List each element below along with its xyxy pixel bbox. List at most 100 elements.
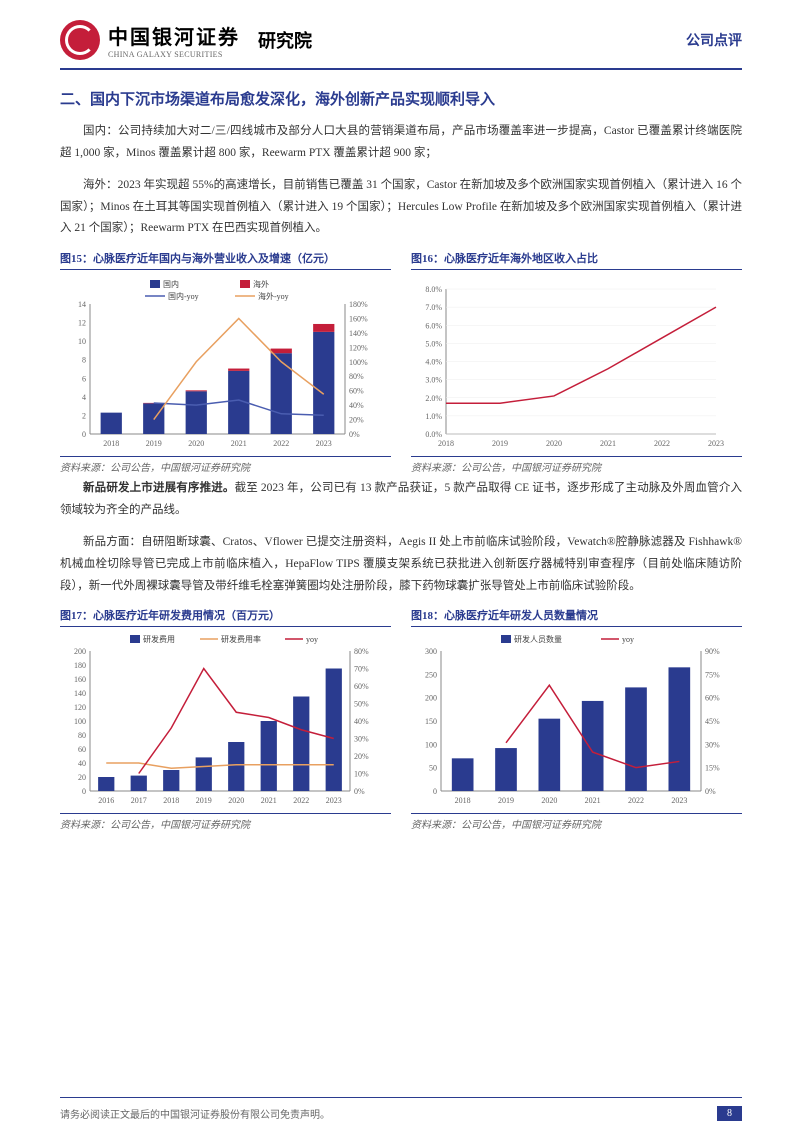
disclaimer-text: 请务必阅读正文最后的中国银河证券股份有限公司免责声明。 — [60, 1106, 330, 1121]
charts-row-1: 图15：心脉医疗近年国内与海外营业收入及增速（亿元） 国内海外国内-yoy海外-… — [60, 250, 742, 474]
svg-text:0: 0 — [433, 787, 437, 796]
svg-text:0.0%: 0.0% — [425, 430, 442, 439]
svg-text:0: 0 — [82, 430, 86, 439]
svg-text:海外: 海外 — [253, 279, 269, 289]
svg-text:5.0%: 5.0% — [425, 340, 442, 349]
svg-text:0%: 0% — [354, 787, 365, 796]
svg-text:14: 14 — [78, 300, 86, 309]
svg-text:2: 2 — [82, 412, 86, 421]
svg-text:2018: 2018 — [438, 439, 454, 448]
chart-18-svg: 研发人员数量yoy0501001502002503000%15%30%45%60… — [411, 631, 731, 811]
svg-text:研发人员数量: 研发人员数量 — [514, 634, 562, 644]
charts-row-2: 图17：心脉医疗近年研发费用情况（百万元） 研发费用研发费用率yoy020406… — [60, 607, 742, 831]
svg-text:2019: 2019 — [498, 796, 514, 805]
svg-text:80%: 80% — [349, 372, 364, 381]
chart-15-source: 资料来源：公司公告，中国银河证券研究院 — [60, 456, 391, 474]
svg-text:3.0%: 3.0% — [425, 376, 442, 385]
svg-text:2020: 2020 — [188, 439, 204, 448]
svg-text:40%: 40% — [354, 717, 369, 726]
svg-text:2018: 2018 — [103, 439, 119, 448]
svg-text:0: 0 — [82, 787, 86, 796]
svg-text:10: 10 — [78, 337, 86, 346]
svg-text:140: 140 — [74, 689, 86, 698]
svg-text:10%: 10% — [354, 770, 369, 779]
svg-text:0%: 0% — [349, 430, 360, 439]
section-title: 二、国内下沉市场渠道布局愈发深化，海外创新产品实现顺利导入 — [60, 88, 742, 109]
svg-text:40%: 40% — [349, 401, 364, 410]
para3-bold: 新品研发上市进展有序推进。 — [83, 482, 235, 494]
svg-text:2018: 2018 — [455, 796, 471, 805]
institute-label: 研究院 — [258, 27, 312, 53]
svg-text:2019: 2019 — [146, 439, 162, 448]
svg-text:2021: 2021 — [231, 439, 247, 448]
svg-text:2020: 2020 — [546, 439, 562, 448]
svg-text:2016: 2016 — [98, 796, 114, 805]
svg-text:15%: 15% — [705, 764, 720, 773]
svg-text:180%: 180% — [349, 300, 368, 309]
svg-text:国内: 国内 — [163, 279, 179, 289]
svg-text:20: 20 — [78, 773, 86, 782]
svg-text:1.0%: 1.0% — [425, 412, 442, 421]
svg-text:200: 200 — [425, 694, 437, 703]
svg-text:75%: 75% — [705, 671, 720, 680]
page-number: 8 — [717, 1106, 742, 1121]
svg-text:2022: 2022 — [273, 439, 289, 448]
svg-text:70%: 70% — [354, 665, 369, 674]
svg-text:200: 200 — [74, 647, 86, 656]
svg-text:30%: 30% — [705, 741, 720, 750]
svg-text:50: 50 — [429, 764, 437, 773]
chart-15-svg: 国内海外国内-yoy海外-yoy024681012140%20%40%60%80… — [60, 274, 380, 454]
svg-text:研发费用率: 研发费用率 — [221, 634, 261, 644]
svg-text:2021: 2021 — [261, 796, 277, 805]
logo-group: 中国银河证券 CHINA GALAXY SECURITIES 研究院 — [60, 20, 312, 60]
svg-text:2022: 2022 — [628, 796, 644, 805]
svg-text:2019: 2019 — [492, 439, 508, 448]
svg-text:100: 100 — [425, 741, 437, 750]
chart-15-block: 图15：心脉医疗近年国内与海外营业收入及增速（亿元） 国内海外国内-yoy海外-… — [60, 250, 391, 474]
page-header: 中国银河证券 CHINA GALAXY SECURITIES 研究院 公司点评 — [0, 0, 802, 68]
paragraph-3: 新品研发上市进展有序推进。截至 2023 年，公司已有 13 款产品获证，5 款… — [60, 478, 742, 522]
chart-16-block: 图16：心脉医疗近年海外地区收入占比 0.0%1.0%2.0%3.0%4.0%5… — [411, 250, 742, 474]
svg-text:2023: 2023 — [671, 796, 687, 805]
paragraph-1: 国内：公司持续加大对二/三/四线城市及部分人口大县的营销渠道布局，产品市场覆盖率… — [60, 121, 742, 165]
paragraph-4: 新品方面：自研阻断球囊、Cratos、Vflower 已提交注册资料，Aegis… — [60, 532, 742, 598]
svg-text:120: 120 — [74, 703, 86, 712]
chart-16-source: 资料来源：公司公告，中国银河证券研究院 — [411, 456, 742, 474]
svg-text:300: 300 — [425, 647, 437, 656]
chart-17-block: 图17：心脉医疗近年研发费用情况（百万元） 研发费用研发费用率yoy020406… — [60, 607, 391, 831]
doc-type-label: 公司点评 — [686, 30, 742, 50]
svg-text:2023: 2023 — [316, 439, 332, 448]
svg-text:2023: 2023 — [708, 439, 724, 448]
svg-text:2021: 2021 — [585, 796, 601, 805]
chart-18-block: 图18：心脉医疗近年研发人员数量情况 研发人员数量yoy050100150200… — [411, 607, 742, 831]
svg-text:2017: 2017 — [131, 796, 147, 805]
paragraph-2: 海外：2023 年实现超 55%的高速增长，目前销售已覆盖 31 个国家，Cas… — [60, 175, 742, 241]
svg-text:yoy: yoy — [306, 635, 318, 644]
svg-text:250: 250 — [425, 671, 437, 680]
svg-text:80%: 80% — [354, 647, 369, 656]
svg-text:7.0%: 7.0% — [425, 303, 442, 312]
logo-icon — [60, 20, 100, 60]
svg-text:160: 160 — [74, 675, 86, 684]
svg-text:150: 150 — [425, 717, 437, 726]
svg-text:60: 60 — [78, 745, 86, 754]
svg-text:100: 100 — [74, 717, 86, 726]
svg-text:60%: 60% — [705, 694, 720, 703]
svg-text:2023: 2023 — [326, 796, 342, 805]
svg-text:80: 80 — [78, 731, 86, 740]
svg-text:12: 12 — [78, 319, 86, 328]
svg-text:4.0%: 4.0% — [425, 358, 442, 367]
svg-text:50%: 50% — [354, 700, 369, 709]
svg-text:2022: 2022 — [293, 796, 309, 805]
svg-text:160%: 160% — [349, 315, 368, 324]
svg-text:2019: 2019 — [196, 796, 212, 805]
svg-text:8.0%: 8.0% — [425, 285, 442, 294]
logo-cn: 中国银河证券 — [108, 21, 240, 50]
svg-text:研发费用: 研发费用 — [143, 634, 175, 644]
svg-text:120%: 120% — [349, 344, 368, 353]
chart-17-source: 资料来源：公司公告，中国银河证券研究院 — [60, 813, 391, 831]
page-footer: 请务必阅读正文最后的中国银河证券股份有限公司免责声明。 8 — [60, 1106, 742, 1121]
svg-text:140%: 140% — [349, 329, 368, 338]
svg-text:海外-yoy: 海外-yoy — [258, 291, 289, 301]
svg-text:2020: 2020 — [228, 796, 244, 805]
